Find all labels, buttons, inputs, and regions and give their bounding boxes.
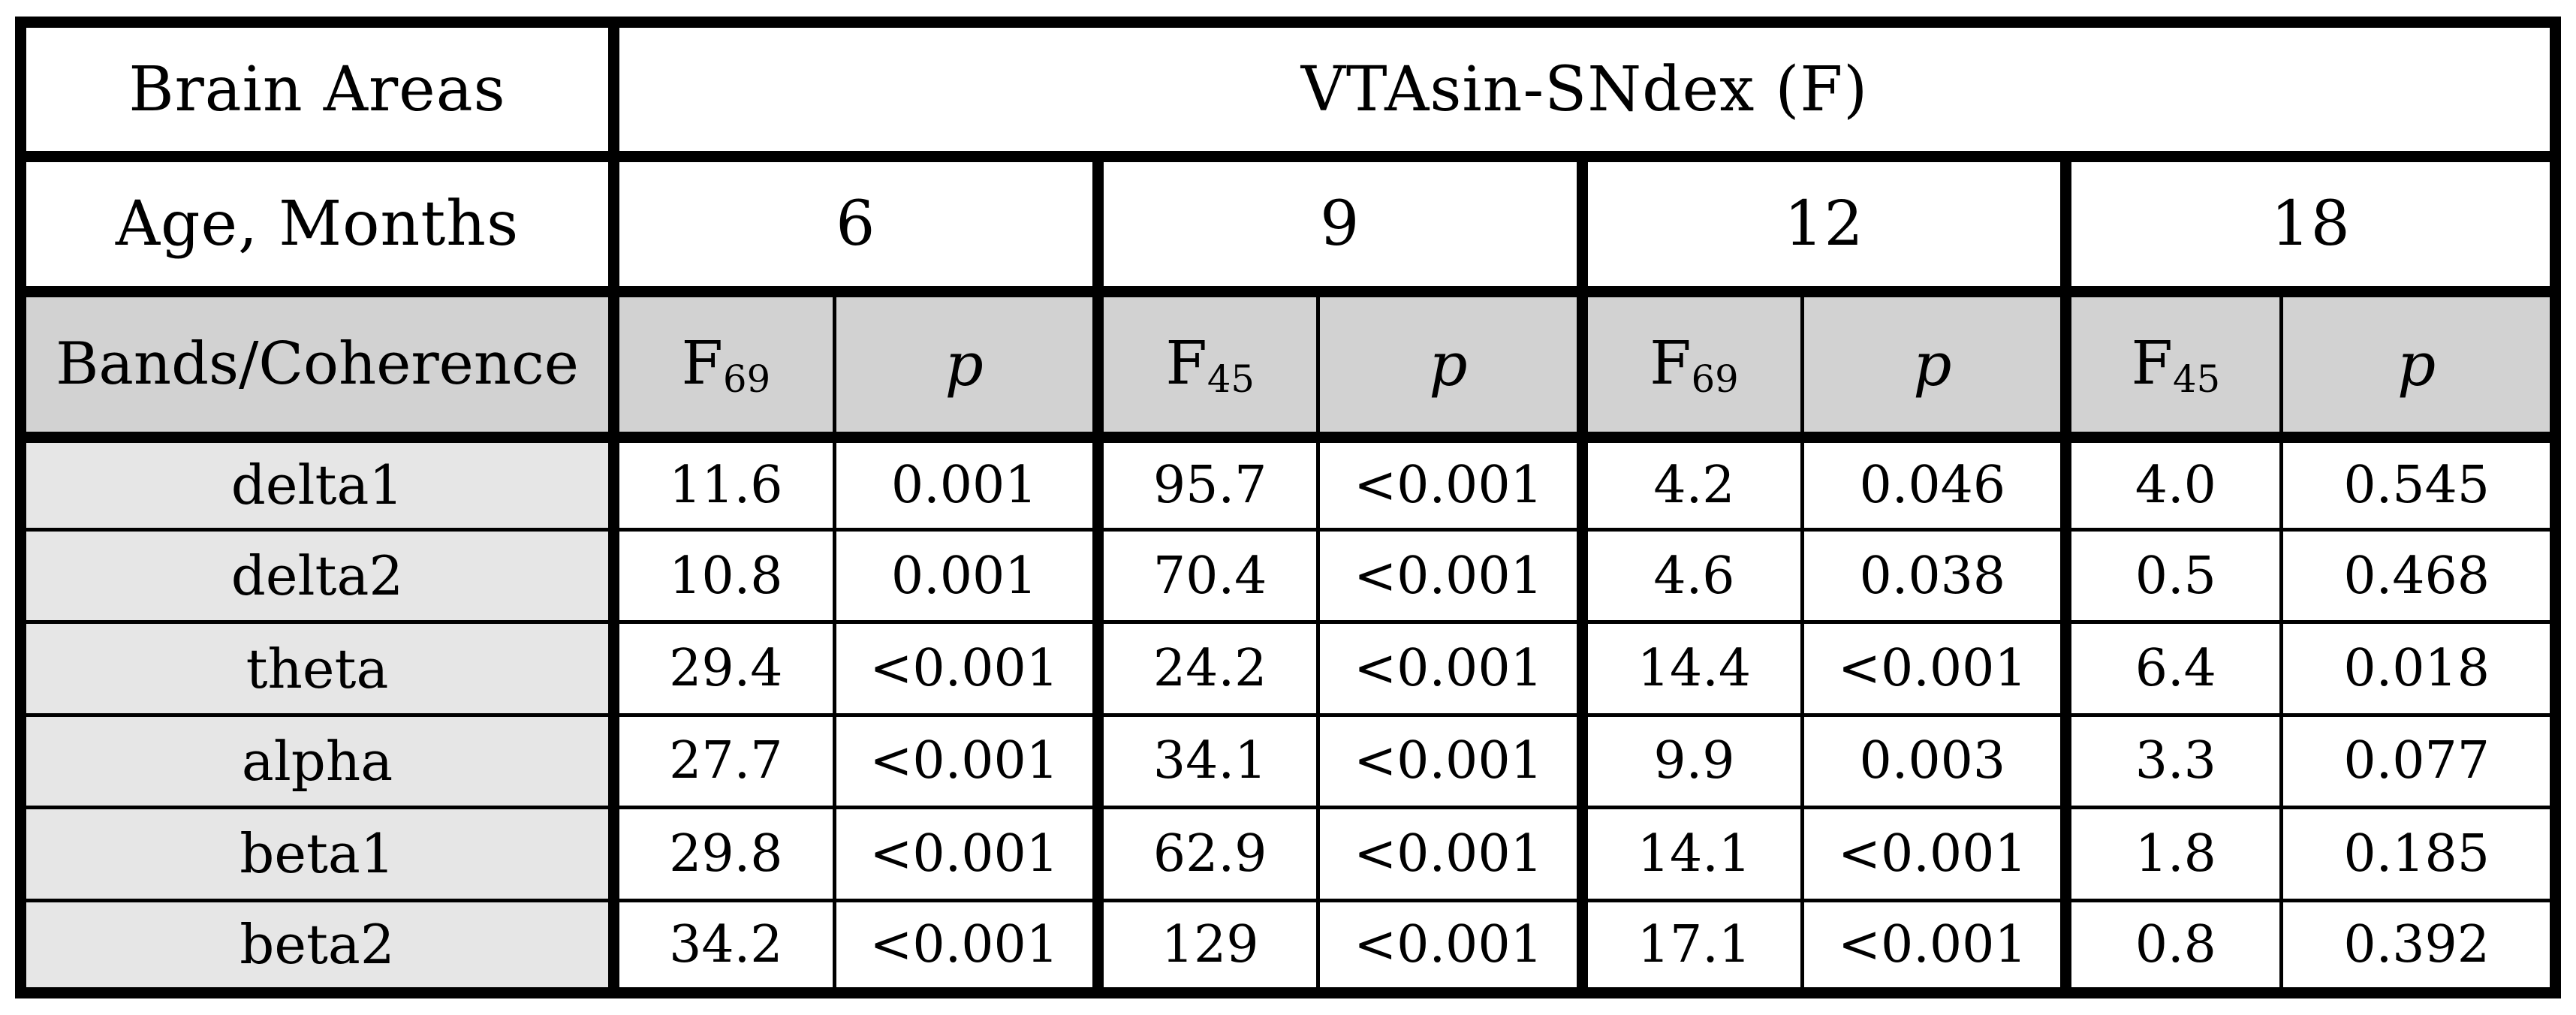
age-header-9: 9 bbox=[1095, 155, 1588, 297]
stat-header-f45-age18: F45 bbox=[2064, 289, 2284, 443]
stat-header-p-age6: p bbox=[832, 289, 1104, 443]
f-value: 4.0 bbox=[2064, 435, 2284, 532]
stat-header-p-age18: p bbox=[2279, 289, 2557, 443]
f-value: 29.8 bbox=[611, 806, 836, 902]
p-value: <0.001 bbox=[832, 712, 1104, 810]
header-row-ages: Age, Months 6 9 12 18 bbox=[19, 155, 2557, 297]
f-value: 9.9 bbox=[1580, 712, 1805, 810]
p-value: 0.392 bbox=[2279, 898, 2557, 995]
stat-header-p-age12: p bbox=[1800, 289, 2072, 443]
p-value: <0.001 bbox=[832, 806, 1104, 902]
p-value: <0.001 bbox=[1800, 806, 2072, 902]
p-value: <0.001 bbox=[1316, 435, 1588, 532]
p-value: 0.185 bbox=[2279, 806, 2557, 902]
f-label: F bbox=[1165, 327, 1207, 398]
f-value: 10.8 bbox=[611, 528, 836, 625]
p-value: <0.001 bbox=[1800, 620, 2072, 717]
f-value: 0.5 bbox=[2064, 528, 2284, 625]
f-value: 14.1 bbox=[1580, 806, 1805, 902]
f-value: 3.3 bbox=[2064, 712, 2284, 810]
f-value: 4.6 bbox=[1580, 528, 1805, 625]
table-row-delta2: delta2 10.8 0.001 70.4 <0.001 4.6 0.038 … bbox=[19, 528, 2557, 625]
f-label: F bbox=[1650, 327, 1692, 398]
f-subscript: 45 bbox=[1207, 357, 1255, 401]
f-value: 29.4 bbox=[611, 620, 836, 717]
f-value: 34.1 bbox=[1095, 712, 1321, 810]
stat-header-f69-age12: F69 bbox=[1580, 289, 1805, 443]
age-header-12: 12 bbox=[1580, 155, 2072, 297]
p-value: 0.003 bbox=[1800, 712, 2072, 810]
table-row-alpha: alpha 27.7 <0.001 34.1 <0.001 9.9 0.003 … bbox=[19, 712, 2557, 810]
p-value: 0.046 bbox=[1800, 435, 2072, 532]
f-value: 95.7 bbox=[1095, 435, 1321, 532]
f-value: 11.6 bbox=[611, 435, 836, 532]
f-subscript: 69 bbox=[1691, 357, 1739, 401]
corner-header-bands-coherence: Bands/Coherence bbox=[19, 289, 619, 443]
f-value: 70.4 bbox=[1095, 528, 1321, 625]
p-value: <0.001 bbox=[1316, 620, 1588, 717]
f-subscript: 45 bbox=[2173, 357, 2221, 401]
band-label: theta bbox=[19, 620, 619, 717]
age-header-6: 6 bbox=[611, 155, 1104, 297]
p-value: <0.001 bbox=[1316, 898, 1588, 995]
stat-header-f45-age9: F45 bbox=[1095, 289, 1321, 443]
table-row-theta: theta 29.4 <0.001 24.2 <0.001 14.4 <0.00… bbox=[19, 620, 2557, 717]
age-header-18: 18 bbox=[2064, 155, 2557, 297]
band-label: alpha bbox=[19, 712, 619, 810]
f-value: 0.8 bbox=[2064, 898, 2284, 995]
p-value: 0.001 bbox=[832, 528, 1104, 625]
p-value: <0.001 bbox=[832, 898, 1104, 995]
f-value: 14.4 bbox=[1580, 620, 1805, 717]
f-value: 129 bbox=[1095, 898, 1321, 995]
f-value: 34.2 bbox=[611, 898, 836, 995]
corner-header-age-months: Age, Months bbox=[19, 155, 619, 297]
p-value: 0.468 bbox=[2279, 528, 2557, 625]
f-value: 17.1 bbox=[1580, 898, 1805, 995]
p-value: 0.018 bbox=[2279, 620, 2557, 717]
f-value: 1.8 bbox=[2064, 806, 2284, 902]
table-row-beta1: beta1 29.8 <0.001 62.9 <0.001 14.1 <0.00… bbox=[19, 806, 2557, 902]
p-value: 0.545 bbox=[2279, 435, 2557, 532]
p-value: 0.038 bbox=[1800, 528, 2072, 625]
table-row-delta1: delta1 11.6 0.001 95.7 <0.001 4.2 0.046 … bbox=[19, 435, 2557, 532]
p-value: <0.001 bbox=[1316, 528, 1588, 625]
stat-header-f69-age6: F69 bbox=[611, 289, 836, 443]
f-value: 62.9 bbox=[1095, 806, 1321, 902]
f-value: 27.7 bbox=[611, 712, 836, 810]
stat-header-p-age9: p bbox=[1316, 289, 1588, 443]
p-value: <0.001 bbox=[1316, 806, 1588, 902]
p-value: 0.077 bbox=[2279, 712, 2557, 810]
corner-header-brain-areas: Brain Areas bbox=[19, 20, 619, 163]
p-value: 0.001 bbox=[832, 435, 1104, 532]
p-value: <0.001 bbox=[832, 620, 1104, 717]
header-row-brain-areas: Brain Areas VTAsin-SNdex (F) bbox=[19, 20, 2558, 163]
f-value: 4.2 bbox=[1580, 435, 1805, 532]
f-subscript: 69 bbox=[723, 357, 771, 401]
p-value: <0.001 bbox=[1800, 898, 2072, 995]
f-label: F bbox=[681, 327, 724, 398]
table-row-beta2: beta2 34.2 <0.001 129 <0.001 17.1 <0.001… bbox=[19, 898, 2557, 995]
span-header-vtasin-sndex: VTAsin-SNdex (F) bbox=[611, 20, 2558, 163]
p-value: <0.001 bbox=[1316, 712, 1588, 810]
f-value: 24.2 bbox=[1095, 620, 1321, 717]
band-label: beta2 bbox=[19, 898, 619, 995]
f-value: 6.4 bbox=[2064, 620, 2284, 717]
coherence-stats-table: Brain Areas VTAsin-SNdex (F) Age, Months… bbox=[15, 17, 2561, 998]
header-row-stats: Bands/Coherence F69 p F45 p F69 p F45 p bbox=[19, 289, 2557, 443]
f-label: F bbox=[2131, 327, 2174, 398]
band-label: delta2 bbox=[19, 528, 619, 625]
band-label: delta1 bbox=[19, 435, 619, 532]
band-label: beta1 bbox=[19, 806, 619, 902]
